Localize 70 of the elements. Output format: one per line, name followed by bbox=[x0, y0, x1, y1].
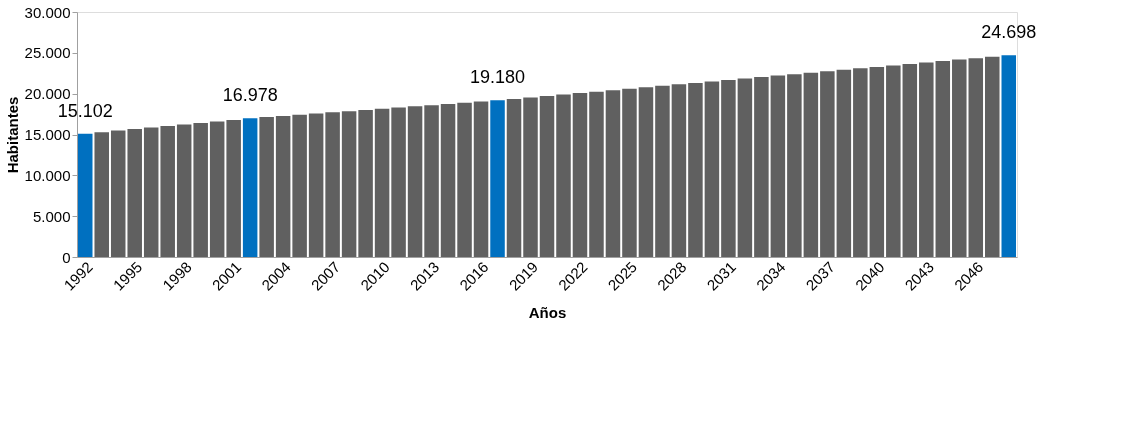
bar bbox=[638, 87, 654, 257]
bar bbox=[836, 69, 852, 257]
bar bbox=[193, 122, 208, 257]
bar bbox=[110, 130, 126, 257]
y-tick-label: 25.000 bbox=[24, 44, 71, 62]
data-label: 16.978 bbox=[222, 85, 278, 106]
bar bbox=[457, 102, 472, 257]
y-tick-label: 20.000 bbox=[24, 85, 71, 103]
bar bbox=[341, 111, 357, 257]
y-tick-label: 10.000 bbox=[24, 166, 71, 184]
bar bbox=[902, 64, 918, 257]
bar bbox=[539, 96, 555, 257]
bar bbox=[127, 129, 142, 257]
bar bbox=[523, 97, 538, 257]
y-tick-label: 0 bbox=[62, 248, 71, 266]
bar bbox=[655, 85, 670, 257]
y-tick-label: 15.000 bbox=[24, 126, 71, 143]
bar bbox=[226, 119, 241, 257]
bar bbox=[721, 80, 736, 257]
bar bbox=[787, 74, 802, 257]
bar bbox=[589, 91, 604, 257]
bar bbox=[869, 66, 885, 257]
bar bbox=[143, 127, 159, 257]
bar bbox=[160, 126, 175, 257]
bar bbox=[853, 68, 868, 257]
bar bbox=[770, 75, 786, 257]
data-label: 15.102 bbox=[57, 100, 113, 121]
bar bbox=[704, 81, 720, 257]
bar bbox=[968, 58, 984, 257]
bar bbox=[374, 108, 390, 257]
bar bbox=[935, 61, 951, 257]
bar bbox=[242, 118, 258, 257]
bar bbox=[490, 100, 505, 257]
bar bbox=[886, 65, 901, 257]
bar bbox=[176, 124, 192, 257]
bar bbox=[440, 103, 456, 257]
bar bbox=[407, 106, 423, 257]
bar bbox=[275, 115, 291, 257]
y-tick-label: 30.000 bbox=[24, 3, 71, 21]
bar bbox=[209, 121, 225, 257]
bar bbox=[919, 62, 934, 257]
bar bbox=[985, 56, 1000, 257]
bar bbox=[803, 72, 819, 257]
bar bbox=[622, 88, 637, 257]
bar bbox=[572, 93, 588, 257]
bar bbox=[292, 114, 307, 257]
data-label: 19.180 bbox=[470, 67, 526, 88]
y-tick-label: 5.000 bbox=[32, 207, 71, 225]
bar bbox=[952, 59, 967, 257]
bar bbox=[754, 77, 769, 257]
bar bbox=[94, 132, 109, 257]
bar bbox=[737, 78, 753, 257]
bar bbox=[424, 105, 439, 257]
bar bbox=[325, 112, 340, 257]
bar bbox=[391, 107, 406, 257]
bar bbox=[259, 117, 274, 257]
bar bbox=[556, 94, 571, 257]
bar bbox=[820, 71, 835, 257]
bar bbox=[671, 84, 687, 257]
x-axis-title: Años bbox=[528, 303, 567, 321]
bar bbox=[473, 101, 489, 257]
data-label: 24.698 bbox=[981, 22, 1037, 43]
bar bbox=[358, 109, 373, 257]
bar bbox=[77, 133, 93, 257]
bar bbox=[1001, 55, 1017, 257]
bar bbox=[605, 90, 621, 257]
bar bbox=[506, 98, 522, 257]
bar bbox=[308, 113, 324, 257]
y-axis-title: Habitantes bbox=[3, 96, 21, 174]
bar bbox=[688, 82, 703, 257]
